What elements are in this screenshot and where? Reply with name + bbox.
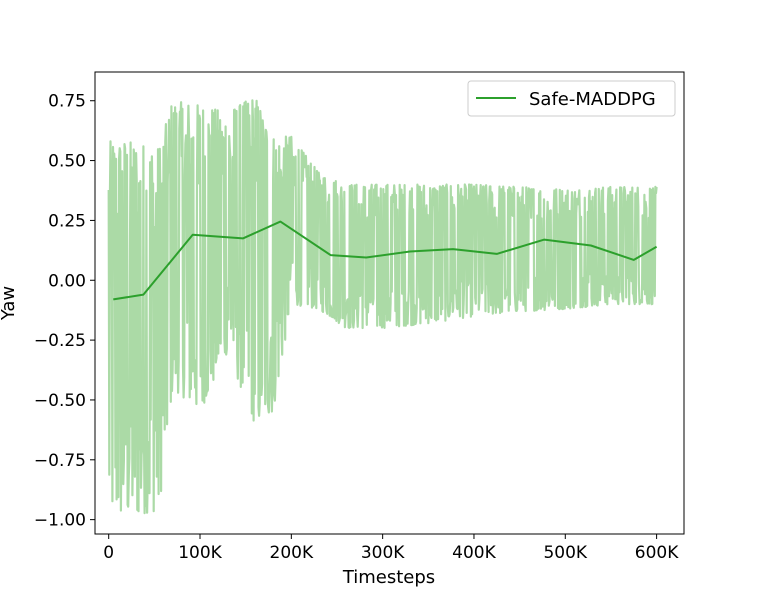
- series-line-safe-maddpg: [113, 220, 658, 301]
- y-axis: 0.75 0.50 0.25 0.00 −0.25 −0.50 −0.75 −1.00: [34, 92, 95, 531]
- legend: Safe-MADDPG: [467, 80, 676, 117]
- y-tick-label: −0.25: [34, 331, 86, 351]
- y-tick-label: 0.25: [48, 211, 86, 231]
- legend-box: [467, 80, 676, 117]
- y-axis-label: Yaw: [0, 286, 19, 321]
- raw-signal-line: [107, 99, 658, 515]
- legend-label: Safe-MADDPG: [529, 89, 656, 110]
- plot-frame: [94, 71, 685, 535]
- x-tick-label: 600K: [635, 543, 679, 563]
- y-tick-label: 0.50: [48, 152, 86, 172]
- y-tick-label: 0.00: [48, 271, 86, 291]
- raw-signal-layer: [107, 99, 658, 515]
- x-tick-label: 300K: [361, 543, 405, 563]
- x-tick-label: 500K: [543, 543, 587, 563]
- x-tick-label: 200K: [270, 543, 314, 563]
- y-tick-label: −0.50: [34, 391, 86, 411]
- y-tick-label: 0.75: [48, 92, 86, 112]
- x-tick-label: 100K: [178, 543, 222, 563]
- x-tick-label: 400K: [452, 543, 496, 563]
- y-tick-label: −1.00: [34, 511, 86, 531]
- y-tick-label: −0.75: [34, 451, 86, 471]
- x-tick-label: 0: [103, 543, 114, 563]
- x-axis-label: Timesteps: [342, 567, 435, 588]
- series-layer: [113, 220, 658, 301]
- x-axis: 0 100K 200K 300K 400K 500K 600K: [103, 534, 679, 563]
